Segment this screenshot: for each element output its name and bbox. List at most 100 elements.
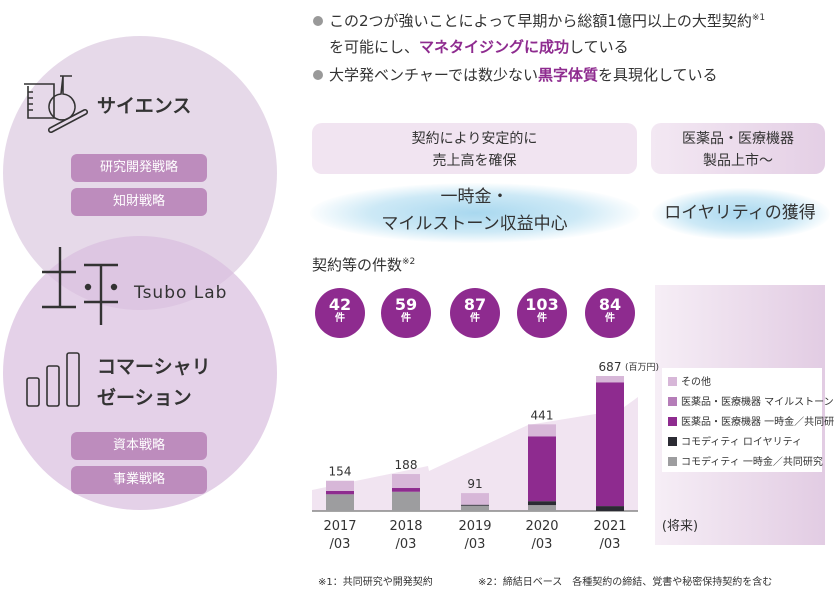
- phase-1-revenue: 一時金・ マイルストーン収益中心: [312, 184, 637, 238]
- bullet-1-post: している: [569, 38, 629, 56]
- x-tick-year: 2020: [525, 519, 559, 534]
- contract-count-bubble: 42 件: [315, 288, 365, 338]
- bar-segment-4: [528, 424, 556, 437]
- count-unit: 件: [335, 313, 345, 324]
- x-tick-month: /03: [395, 537, 417, 552]
- lab-flask-icon: [24, 75, 88, 134]
- tag-business-strategy: 事業戦略: [71, 466, 207, 494]
- phase-2-line2: 製品上市〜: [703, 153, 773, 169]
- bullet-1-text: この2つが強いことによって早期から総額1億円以上の大型契約: [329, 12, 752, 30]
- commercialization-title-line1: コマーシャリ: [97, 356, 211, 378]
- count-value: 59: [394, 295, 418, 314]
- phase-1-box: 契約により安定的に 売上高を確保: [312, 123, 637, 174]
- bullet-2: 大学発ベンチャーでは数少ない黒字体質を具現化している: [313, 62, 833, 88]
- bar-total-label: 91: [467, 477, 482, 491]
- bar-segment-4: [596, 376, 624, 383]
- legend-item: その他: [668, 373, 822, 393]
- x-tick-month: /03: [531, 537, 553, 552]
- commercialization-circle: [3, 236, 277, 510]
- bar-segment-4: [461, 493, 489, 505]
- legend-swatch: [668, 417, 677, 426]
- legend-item: コモディティ ロイヤリティ: [668, 433, 822, 453]
- legend-label: 医薬品・医療機器 一時金／共同研究: [681, 417, 834, 428]
- bullet-1-highlight: マネタイジングに成功: [419, 38, 570, 56]
- x-tick-month: /03: [599, 537, 621, 552]
- bar-segment-4: [326, 480, 354, 491]
- count-unit: 件: [537, 313, 547, 324]
- x-tick-year: 2017: [323, 519, 357, 534]
- phase-2-box: 医薬品・医療機器 製品上市〜: [651, 123, 825, 174]
- legend-item: 医薬品・医療機器 マイルストーン: [668, 393, 834, 413]
- x-tick-label: 2021/03: [585, 518, 635, 554]
- count-unit: 件: [401, 313, 411, 324]
- bar-segment-0: [392, 491, 420, 511]
- x-tick-year: 2021: [593, 519, 627, 534]
- phase-2-line1: 医薬品・医療機器: [682, 131, 794, 147]
- future-label: (将来): [661, 519, 699, 534]
- bar-segment-2: [528, 436, 556, 502]
- x-tick-label: 2019/03: [450, 518, 500, 554]
- bullet-1-text2: を可能にし、: [329, 38, 420, 56]
- legend-label: 医薬品・医療機器 マイルストーン: [681, 397, 834, 408]
- x-tick-label: 2017/03: [315, 518, 365, 554]
- tag-ip-strategy: 知財戦略: [71, 188, 207, 216]
- phase-1-sub1: 一時金・: [440, 187, 509, 207]
- bar-segment-0: [461, 505, 489, 511]
- legend-label: コモディティ ロイヤリティ: [681, 437, 802, 448]
- bar-segment-1: [528, 501, 556, 506]
- count-value: 87: [463, 295, 487, 314]
- x-tick-month: /03: [329, 537, 351, 552]
- tsubo-logo-mark: [42, 247, 118, 325]
- bar-segment-1: [461, 504, 489, 506]
- bullet-dot-icon: [313, 16, 323, 26]
- count-value: 84: [598, 295, 622, 314]
- science-title: サイエンス: [97, 95, 192, 117]
- legend: その他医薬品・医療機器 マイルストーン 医薬品・医療機器 一時金／共同研究 コモディ…: [662, 368, 834, 473]
- bar-segment-2: [596, 382, 624, 507]
- phase-1-line1: 契約により安定的に: [411, 131, 538, 147]
- footnote-ref-1: ※1: [751, 13, 766, 23]
- legend-item: 医薬品・医療機器 一時金／共同研究: [668, 413, 834, 433]
- bar-segment-1: [596, 506, 624, 511]
- tag-capital-strategy: 資本戦略: [71, 432, 207, 460]
- bar-chart-icon: [26, 352, 80, 407]
- phase-1-sub2: マイルストーン収益中心: [381, 214, 568, 234]
- x-tick-year: 2018: [389, 519, 423, 534]
- bar-segment-4: [392, 474, 420, 489]
- count-value: 103: [525, 295, 559, 314]
- legend-swatch: [668, 377, 677, 386]
- footnote-2: ※2：締結日ベース 各種契約の締結、覚書や秘密保持契約を含む: [478, 577, 773, 588]
- bullet-1: この2つが強いことによって早期から総額1億円以上の大型契約※1 を可能にし、マネ…: [313, 5, 833, 60]
- contract-count-bubble: 87 件: [450, 288, 500, 338]
- tsubo-lab-logo-text: Tsubo Lab: [134, 283, 228, 303]
- x-tick-month: /03: [464, 537, 486, 552]
- x-tick-year: 2019: [458, 519, 492, 534]
- counts-title-text: 契約等の件数: [312, 256, 403, 274]
- bar-segment-0: [326, 494, 354, 511]
- count-unit: 件: [605, 313, 615, 324]
- legend-swatch: [668, 457, 677, 466]
- bar-segment-2: [392, 488, 420, 492]
- bar-total-label: 154: [329, 465, 352, 479]
- bullet-2-post: を具現化している: [597, 66, 718, 84]
- contract-count-bubble: 84 件: [585, 288, 635, 338]
- x-tick-label: 2020/03: [517, 518, 567, 554]
- commercialization-title-line2: ゼーション: [97, 387, 192, 409]
- phase-1-line2: 売上高を確保: [432, 153, 517, 169]
- phase-2-glow: [652, 188, 830, 240]
- legend-label: その他: [681, 377, 711, 388]
- bar-total-label: 687: [599, 360, 622, 374]
- contract-count-bubble: 103 件: [517, 288, 567, 338]
- x-tick-label: 2018/03: [381, 518, 431, 554]
- footnote-ref-2: ※2: [402, 257, 416, 267]
- legend-swatch: [668, 437, 677, 446]
- contract-count-bubble: 59 件: [381, 288, 431, 338]
- count-value: 42: [328, 295, 352, 314]
- legend-swatch: [668, 397, 677, 406]
- bar-total-label: 441: [531, 408, 554, 422]
- legend-label: コモディティ 一時金／共同研究: [681, 457, 823, 468]
- bar-segment-0: [528, 505, 556, 511]
- bar-segment-2: [326, 490, 354, 495]
- legend-item: コモディティ 一時金／共同研究: [668, 453, 823, 473]
